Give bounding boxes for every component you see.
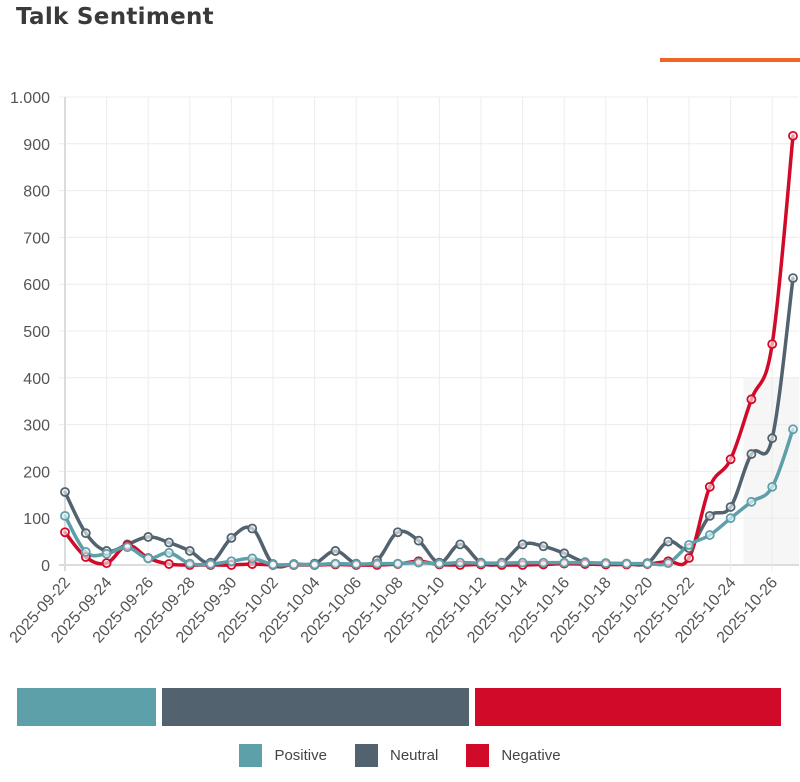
y-tick-label: 1.000	[10, 90, 50, 107]
point-negative	[164, 559, 174, 569]
point-positive	[455, 557, 466, 568]
line-negative	[63, 134, 795, 567]
point-negative	[704, 481, 715, 492]
point-neutral	[143, 532, 154, 542]
point-neutral	[746, 449, 757, 459]
point-negative	[684, 553, 694, 563]
point-positive	[725, 513, 736, 524]
point-neutral	[663, 536, 674, 547]
point-negative	[788, 130, 798, 141]
legend-label: Negative	[501, 747, 561, 764]
point-positive	[164, 547, 174, 558]
point-positive	[60, 510, 70, 521]
point-neutral	[788, 273, 798, 284]
point-neutral	[538, 541, 549, 552]
point-positive	[559, 557, 570, 568]
point-positive	[288, 559, 299, 570]
grid-lines	[59, 96, 799, 571]
point-positive	[330, 558, 341, 569]
point-positive	[184, 558, 195, 569]
point-positive	[746, 496, 757, 507]
point-positive	[517, 557, 528, 568]
series-lines	[63, 134, 795, 569]
chart-title: Talk Sentiment	[16, 4, 214, 30]
point-positive	[600, 558, 611, 569]
series-markers	[60, 130, 798, 570]
point-positive	[496, 558, 507, 569]
share-segment-negative[interactable]	[474, 688, 781, 726]
point-positive	[143, 553, 154, 564]
point-positive	[788, 424, 798, 435]
point-negative	[767, 339, 778, 350]
y-tick-label: 100	[23, 511, 50, 528]
y-tick-label: 700	[23, 230, 50, 247]
point-neutral	[559, 548, 570, 559]
point-positive	[392, 558, 403, 569]
point-positive	[80, 546, 91, 557]
y-tick-label: 200	[23, 464, 50, 481]
point-positive	[704, 530, 715, 540]
point-positive	[226, 556, 237, 567]
legend-item-positive[interactable]: Positive	[239, 744, 327, 767]
point-positive	[476, 558, 486, 569]
point-positive	[309, 559, 320, 570]
point-neutral	[392, 527, 403, 538]
point-neutral	[247, 523, 258, 534]
y-tick-label: 900	[23, 137, 50, 154]
point-positive	[247, 553, 258, 564]
legend-item-neutral[interactable]: Neutral	[354, 744, 439, 767]
legend-label: Neutral	[389, 747, 439, 764]
point-positive	[205, 559, 216, 569]
x-axis: 2025-09-222025-09-242025-09-262025-09-28…	[7, 574, 782, 646]
y-tick-label: 400	[23, 371, 50, 388]
point-positive	[580, 557, 590, 568]
point-neutral	[767, 433, 778, 444]
legend-label: Positive	[274, 747, 327, 764]
point-neutral	[60, 487, 70, 497]
point-positive	[101, 548, 112, 559]
point-positive	[642, 558, 653, 569]
point-positive	[372, 558, 382, 569]
point-neutral	[704, 510, 715, 521]
point-neutral	[226, 532, 237, 543]
point-positive	[621, 558, 632, 569]
point-positive	[268, 559, 278, 570]
legend: Positive Neutral Negative	[0, 744, 800, 767]
point-positive	[122, 542, 133, 553]
point-negative	[725, 454, 736, 465]
share-segment-positive[interactable]	[17, 688, 157, 726]
legend-swatch-negative	[466, 744, 490, 767]
legend-item-negative[interactable]: Negative	[466, 744, 561, 767]
point-positive	[434, 558, 445, 569]
y-tick-label: 600	[23, 277, 50, 294]
legend-swatch-neutral	[354, 744, 378, 767]
point-positive	[663, 558, 674, 569]
point-neutral	[330, 546, 341, 556]
y-tick-label: 500	[23, 324, 50, 341]
point-neutral	[725, 502, 736, 512]
point-positive	[538, 557, 549, 568]
accent-underline	[660, 58, 800, 62]
legend-swatch-positive	[239, 744, 263, 767]
line-neutral	[63, 276, 795, 569]
point-neutral	[184, 546, 195, 556]
point-negative	[60, 527, 70, 538]
point-positive	[767, 481, 778, 492]
y-tick-label: 800	[23, 184, 50, 201]
line-chart: 0 100 200 300 400 500 600 700 800 900 1.000 2025-0…	[7, 90, 799, 646]
point-negative	[746, 394, 757, 405]
point-positive	[413, 557, 424, 568]
point-positive	[684, 539, 694, 550]
y-tick-label: 0	[41, 558, 50, 575]
y-axis: 0 100 200 300 400 500 600 700 800 900 1.000	[10, 90, 50, 575]
share-segment-neutral[interactable]	[162, 688, 469, 726]
point-positive	[351, 559, 362, 569]
point-neutral	[517, 539, 528, 550]
point-negative	[101, 558, 112, 569]
y-tick-label: 300	[23, 418, 50, 435]
point-neutral	[413, 535, 424, 546]
point-neutral	[80, 528, 91, 539]
point-neutral	[455, 539, 466, 550]
point-neutral	[164, 537, 174, 548]
